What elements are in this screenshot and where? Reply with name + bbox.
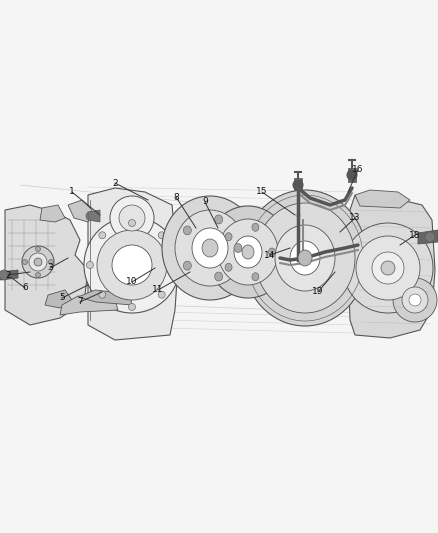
Text: 18: 18: [409, 230, 421, 239]
Ellipse shape: [298, 250, 312, 266]
Ellipse shape: [225, 263, 232, 271]
Polygon shape: [418, 230, 438, 244]
Text: 2: 2: [112, 179, 118, 188]
Ellipse shape: [290, 241, 320, 275]
Circle shape: [34, 258, 42, 266]
Ellipse shape: [255, 203, 355, 313]
Circle shape: [22, 260, 28, 264]
Circle shape: [112, 245, 152, 285]
Ellipse shape: [275, 225, 335, 291]
Circle shape: [97, 230, 167, 300]
Ellipse shape: [243, 190, 367, 326]
Ellipse shape: [234, 244, 242, 253]
Polygon shape: [0, 270, 18, 280]
Text: 9: 9: [202, 198, 208, 206]
Circle shape: [409, 294, 421, 306]
Circle shape: [128, 220, 135, 227]
Polygon shape: [162, 248, 258, 253]
Ellipse shape: [175, 210, 245, 286]
Circle shape: [402, 287, 428, 313]
Polygon shape: [45, 290, 72, 308]
Text: 7: 7: [77, 297, 83, 306]
Circle shape: [128, 303, 135, 311]
Circle shape: [293, 180, 303, 190]
Text: 2: 2: [5, 271, 11, 279]
Ellipse shape: [215, 272, 223, 281]
Ellipse shape: [352, 247, 368, 275]
Circle shape: [110, 196, 154, 240]
Polygon shape: [243, 258, 367, 280]
Circle shape: [86, 262, 93, 269]
Ellipse shape: [170, 241, 186, 269]
Circle shape: [158, 291, 165, 298]
Ellipse shape: [202, 239, 218, 257]
Ellipse shape: [215, 215, 223, 224]
Ellipse shape: [184, 261, 191, 270]
Circle shape: [170, 262, 177, 269]
Circle shape: [22, 246, 54, 278]
Text: 11: 11: [152, 286, 164, 295]
Circle shape: [343, 223, 433, 313]
Circle shape: [0, 270, 9, 280]
Ellipse shape: [206, 206, 290, 298]
Text: 15: 15: [256, 188, 268, 197]
Text: 6: 6: [22, 284, 28, 293]
Polygon shape: [40, 205, 65, 222]
Polygon shape: [348, 195, 435, 338]
Ellipse shape: [252, 273, 259, 281]
Ellipse shape: [218, 219, 278, 285]
Circle shape: [381, 261, 395, 275]
Circle shape: [119, 205, 145, 231]
Polygon shape: [348, 168, 356, 182]
Circle shape: [99, 232, 106, 239]
Circle shape: [99, 291, 106, 298]
Text: 19: 19: [312, 287, 324, 296]
Polygon shape: [294, 178, 302, 190]
Text: 14: 14: [264, 251, 276, 260]
Circle shape: [84, 217, 180, 313]
Circle shape: [29, 253, 47, 271]
Circle shape: [425, 232, 435, 242]
Ellipse shape: [242, 245, 254, 259]
Circle shape: [347, 170, 357, 180]
Circle shape: [35, 246, 40, 252]
Polygon shape: [5, 205, 88, 325]
Text: 8: 8: [173, 192, 179, 201]
Circle shape: [86, 212, 94, 220]
Text: 16: 16: [352, 166, 364, 174]
Polygon shape: [88, 188, 178, 340]
Polygon shape: [88, 210, 100, 222]
Polygon shape: [68, 200, 92, 222]
Ellipse shape: [162, 196, 258, 300]
Circle shape: [35, 272, 40, 278]
Ellipse shape: [252, 223, 259, 231]
Text: 3: 3: [47, 263, 53, 272]
Circle shape: [158, 232, 165, 239]
Ellipse shape: [234, 236, 262, 268]
Text: 5: 5: [59, 294, 65, 303]
Circle shape: [49, 260, 53, 264]
Polygon shape: [60, 296, 118, 315]
Ellipse shape: [184, 226, 191, 235]
Ellipse shape: [225, 233, 232, 241]
Ellipse shape: [268, 248, 276, 256]
Circle shape: [372, 252, 404, 284]
Text: 13: 13: [349, 214, 361, 222]
Text: 1: 1: [69, 188, 75, 197]
Text: 10: 10: [126, 278, 138, 287]
Ellipse shape: [192, 228, 228, 268]
Circle shape: [356, 236, 420, 300]
Circle shape: [393, 278, 437, 322]
Polygon shape: [355, 190, 410, 208]
Polygon shape: [78, 290, 132, 305]
Polygon shape: [178, 242, 360, 275]
